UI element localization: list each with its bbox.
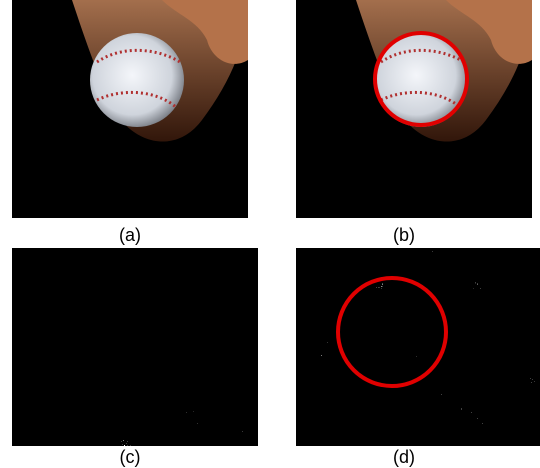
panel-label: (b) [393,225,415,245]
panel-b: (b) [296,0,532,245]
panel-label: (c) [120,447,141,467]
photo [12,0,248,218]
figure: (a) (b) (c) (d) [0,0,540,468]
panel-d: (d) [296,248,540,467]
panel-c: (c) [12,248,258,467]
panel-a: (a) [12,0,248,245]
panel-label: (d) [393,447,415,467]
stipple-image [12,248,258,446]
panel-label: (a) [119,225,141,245]
stipple-image [296,248,540,446]
page: (a) (b) (c) (d) (() => { const data = JS… [0,0,540,468]
